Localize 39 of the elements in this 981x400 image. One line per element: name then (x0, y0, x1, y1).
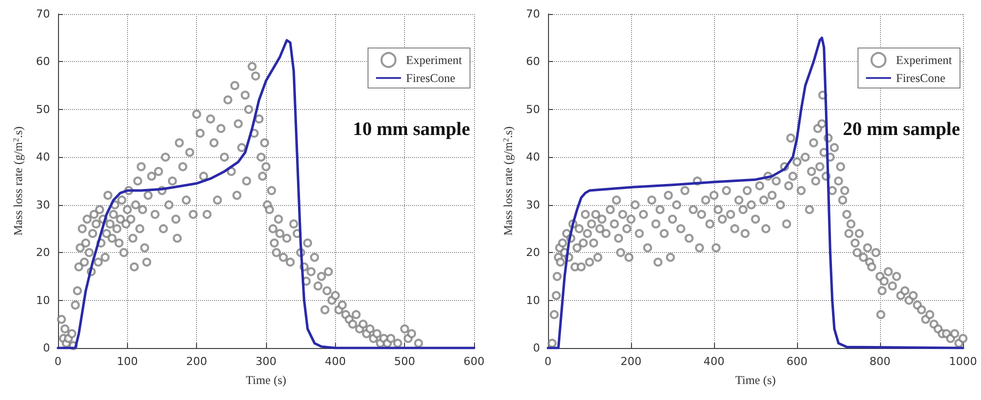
y-tick-label: 0 (43, 342, 50, 354)
x-axis-title: Time (s) (735, 373, 776, 387)
y-tick-label: 60 (36, 55, 50, 68)
y-tick-label: 50 (36, 102, 50, 116)
y-tick-label: 70 (36, 8, 50, 20)
legend-label: FiresCone (406, 71, 456, 85)
x-tick-label: 100 (116, 355, 138, 368)
y-tick-label: 60 (526, 55, 540, 68)
y-tick-label: 20 (36, 246, 50, 260)
x-tick-label: 0 (544, 355, 552, 368)
x-axis-title: Time (s) (246, 373, 286, 387)
legend-label: FiresCone (896, 71, 946, 85)
legend-label: Experiment (896, 53, 953, 67)
y-axis-title: Mass loss rate (g/m2.s) (501, 126, 515, 236)
y-tick-label: 30 (526, 198, 540, 212)
x-tick-label: 600 (464, 355, 484, 368)
annotation: 20 mm sample (842, 119, 960, 140)
y-tick-label: 10 (36, 294, 50, 307)
y-tick-label: 30 (36, 198, 50, 212)
x-tick-label: 0 (54, 355, 62, 368)
y-tick-label: 10 (526, 294, 540, 307)
legend-label: Experiment (406, 53, 463, 67)
y-tick-label: 50 (526, 102, 540, 116)
x-tick-label: 200 (186, 355, 208, 368)
x-tick-label: 1000 (949, 355, 978, 368)
x-tick-label: 400 (324, 355, 346, 368)
x-tick-label: 600 (786, 355, 808, 368)
y-tick-label: 70 (526, 8, 540, 20)
y-axis-title: Mass loss rate (g/m2.s) (11, 126, 25, 236)
annotation: 10 mm sample (352, 119, 470, 140)
x-tick-label: 800 (870, 355, 890, 368)
x-tick-label: 200 (620, 355, 642, 368)
y-tick-label: 20 (526, 246, 540, 260)
y-tick-label: 40 (526, 150, 540, 164)
y-tick-label: 0 (533, 342, 540, 354)
x-tick-label: 500 (394, 355, 416, 368)
x-tick-label: 400 (704, 355, 724, 368)
x-tick-label: 300 (256, 355, 276, 368)
y-tick-label: 40 (36, 150, 50, 164)
